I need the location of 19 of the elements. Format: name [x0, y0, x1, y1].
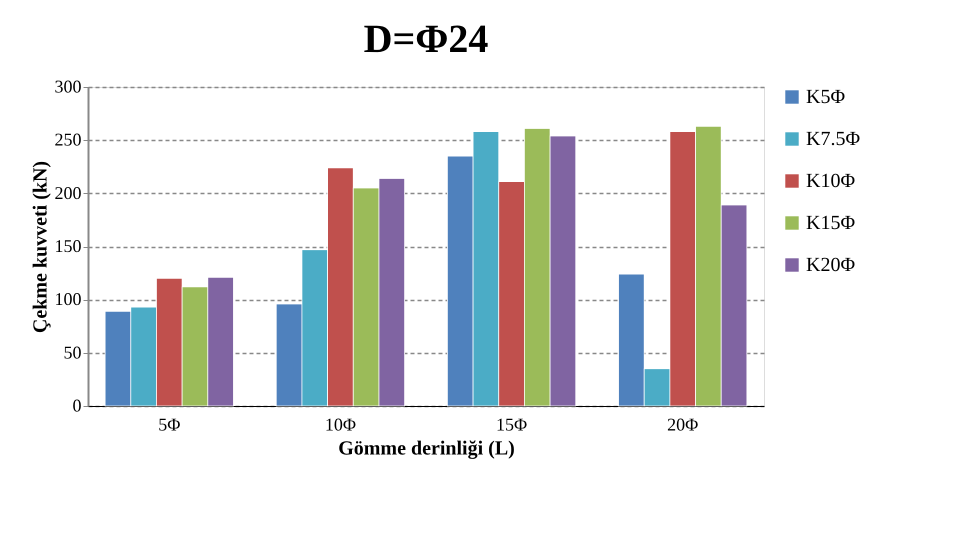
chart-title: D=Φ24 — [364, 16, 488, 61]
legend-label: K10Φ — [806, 170, 856, 192]
y-tick-label: 300 — [54, 76, 82, 96]
x-tick-label: 20Φ — [667, 414, 698, 434]
y-tick-label: 0 — [72, 396, 82, 416]
legend-label: K5Φ — [806, 86, 846, 108]
y-tick-label: 150 — [54, 236, 82, 256]
y-tick-label: 200 — [54, 182, 82, 203]
y-tick-label: 50 — [64, 342, 82, 362]
y-tick-label: 250 — [54, 130, 82, 150]
legend-label: K15Φ — [806, 212, 856, 234]
legend-label: K20Φ — [806, 254, 856, 276]
x-axis-title: Gömme derinliği (L) — [338, 438, 515, 460]
x-tick-label: 5Φ — [158, 414, 180, 434]
legend-label: K7.5Φ — [806, 128, 860, 150]
y-axis-title: Çekme kuvveti (kN) — [30, 160, 52, 334]
y-tick-label: 100 — [54, 289, 82, 310]
x-tick-label: 10Φ — [324, 414, 356, 434]
x-tick-label: 15Φ — [496, 414, 528, 434]
